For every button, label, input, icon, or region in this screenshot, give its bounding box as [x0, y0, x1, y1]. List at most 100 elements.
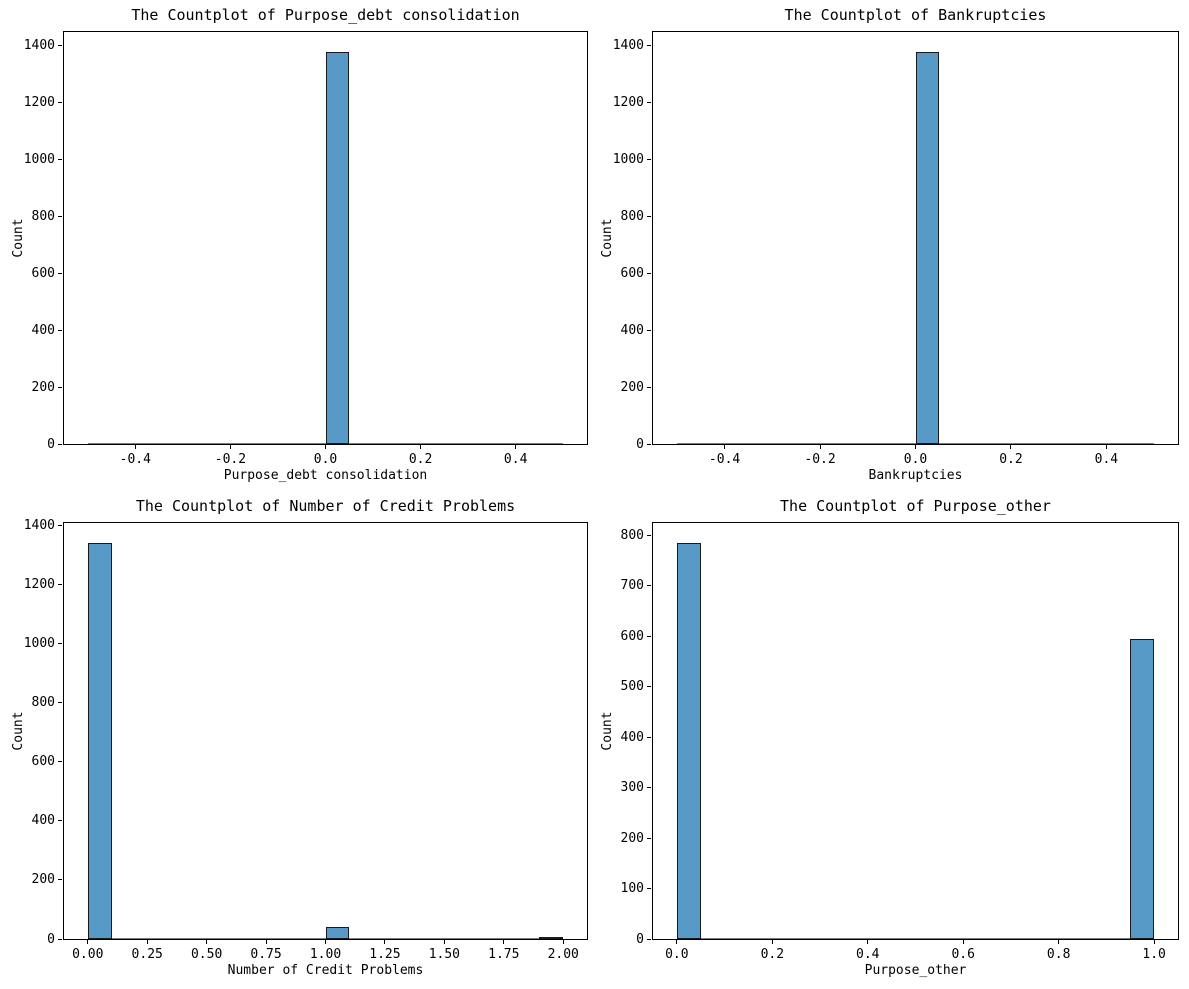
y-tick — [647, 938, 651, 940]
y-tick-label: 1200 — [23, 95, 55, 111]
x-tick — [515, 445, 517, 449]
zero-count-bin-edge-line — [87, 938, 564, 939]
y-tick-label: 800 — [620, 527, 644, 543]
y-axis-label: Count — [600, 218, 615, 258]
y-tick — [58, 216, 62, 218]
x-tick-label: 0.2 — [999, 452, 1023, 467]
x-tick-label: 1.50 — [428, 947, 461, 962]
y-tick-label: 400 — [31, 322, 55, 338]
histogram-bar — [676, 542, 701, 939]
plot-area — [63, 31, 588, 445]
y-tick — [58, 45, 62, 47]
y-tick — [58, 701, 62, 703]
y-tick-label: 800 — [620, 209, 644, 225]
x-tick-label: 0.25 — [131, 947, 163, 962]
y-tick — [647, 888, 651, 889]
x-tick-label: 0.8 — [1046, 947, 1071, 962]
x-axis-label: Purpose_debt consolidation — [223, 468, 428, 483]
y-tick — [58, 443, 62, 445]
y-tick — [647, 329, 651, 331]
y-tick-label: 0 — [636, 436, 644, 452]
x-tick-label: -0.4 — [708, 452, 741, 467]
x-tick-label: -0.2 — [214, 452, 247, 467]
y-tick — [647, 837, 651, 839]
y-tick — [647, 45, 651, 47]
y-tick — [58, 938, 62, 940]
x-tick — [265, 940, 267, 944]
x-tick-label: 0.2 — [408, 452, 433, 467]
y-tick-label: 400 — [620, 729, 644, 745]
chart-title: The Countplot of Number of Credit Proble… — [135, 497, 516, 515]
x-tick-label: -0.4 — [119, 452, 151, 467]
y-axis-label: Count — [11, 711, 26, 751]
x-tick — [676, 940, 678, 944]
x-tick — [384, 940, 386, 944]
y-tick — [58, 524, 62, 526]
plot-area — [63, 522, 588, 940]
y-tick-label: 600 — [620, 628, 644, 644]
y-tick-label: 1400 — [23, 38, 55, 54]
y-tick-label: 0 — [47, 931, 55, 947]
zero-count-bin-edge-line — [87, 443, 564, 444]
y-tick-label: 200 — [31, 872, 55, 888]
histogram-bar — [325, 51, 350, 444]
x-tick-label: 0.4 — [503, 452, 528, 467]
y-tick-label: 300 — [620, 780, 644, 796]
x-axis-label: Number of Credit Problems — [227, 963, 424, 978]
x-axis-label: Bankruptcies — [868, 468, 963, 483]
y-tick-label: 1400 — [23, 517, 55, 533]
y-tick — [58, 102, 62, 104]
x-tick — [420, 445, 422, 449]
x-tick-label: 0.4 — [856, 947, 880, 962]
x-tick-label: 2.00 — [547, 947, 579, 962]
y-tick — [58, 329, 62, 331]
y-tick — [647, 216, 651, 218]
y-tick — [647, 272, 651, 274]
x-tick — [229, 445, 231, 449]
x-tick-label: 1.00 — [309, 947, 342, 962]
x-tick — [867, 940, 869, 944]
y-tick-label: 1000 — [612, 152, 644, 168]
y-tick-label: 1000 — [23, 635, 55, 651]
y-tick-label: 600 — [620, 265, 644, 281]
y-tick — [58, 159, 62, 161]
x-tick — [771, 940, 773, 944]
y-tick — [647, 635, 651, 637]
y-tick — [647, 443, 651, 445]
y-tick-label: 600 — [31, 265, 55, 281]
histogram-bar — [87, 542, 112, 939]
histogram-bar — [325, 927, 350, 939]
y-tick — [647, 585, 651, 587]
x-axis-label: Purpose_other — [864, 963, 967, 978]
y-tick — [647, 686, 651, 688]
x-tick-label: -0.2 — [804, 452, 836, 467]
y-tick — [647, 736, 651, 738]
x-tick-label: 0.0 — [665, 947, 689, 962]
x-tick-label: 0.50 — [190, 947, 223, 962]
y-tick-label: 100 — [620, 881, 644, 896]
y-tick — [58, 583, 62, 585]
y-tick-label: 200 — [620, 830, 644, 846]
x-tick — [724, 445, 726, 449]
y-tick-label: 400 — [31, 813, 55, 829]
x-tick — [325, 445, 326, 449]
zero-count-bin-edge-line — [676, 938, 1155, 939]
y-tick-label: 0 — [636, 931, 644, 947]
y-tick-label: 800 — [31, 694, 55, 710]
y-tick — [647, 787, 651, 789]
x-tick — [325, 940, 326, 944]
x-tick — [1105, 445, 1107, 449]
x-tick — [206, 940, 208, 944]
y-tick-label: 500 — [620, 679, 644, 695]
y-axis-label: Count — [11, 218, 26, 258]
histogram-bar — [1130, 638, 1155, 939]
y-tick-label: 600 — [31, 754, 55, 770]
x-tick — [146, 940, 148, 944]
histogram-bar — [539, 937, 564, 939]
x-tick — [1010, 445, 1012, 449]
y-tick — [58, 272, 62, 274]
